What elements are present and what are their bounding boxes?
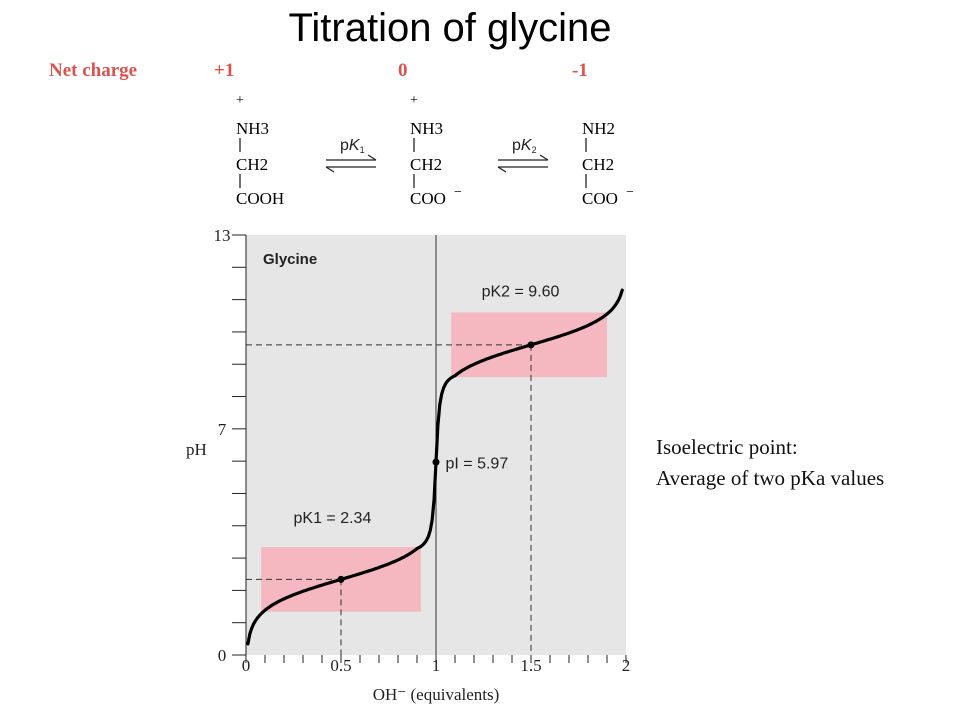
x-tick-label: 0.5 — [330, 656, 351, 675]
backbone-group: CH2 — [410, 155, 442, 174]
y-tick-label: 7 — [218, 420, 227, 439]
y-tick-label: 13 — [214, 226, 231, 245]
net-charge-row: Net charge +1 0 -1 — [0, 60, 700, 84]
amine-charge: + — [410, 93, 418, 108]
pk1-arrow-label: pK1 — [340, 137, 365, 155]
structure-zwitterion: + NH3 CH2 COO − — [410, 93, 462, 208]
backbone-group: CH2 — [582, 155, 614, 174]
x-tick-label: 0 — [242, 656, 251, 675]
pk2-arrow-label: pK2 — [512, 137, 537, 155]
x-axis-label: OH⁻ (equivalents) — [373, 685, 500, 704]
acid-charge: − — [454, 185, 462, 200]
note-line-2: Average of two pKa values — [656, 466, 885, 490]
amine-group: NH3 — [410, 119, 443, 138]
chart-title: Glycine — [263, 251, 317, 268]
amine-group: NH2 — [582, 119, 615, 138]
titration-chart: 0 7 13 0 0.5 1 1.5 2 Glycine pK1 = 2.34 pK2 = … — [186, 226, 630, 704]
key-point-1 — [337, 575, 345, 583]
structure-anion: NH2 CH2 COO − — [582, 119, 634, 208]
key-point-3 — [527, 341, 535, 349]
y-axis-label: pH — [186, 440, 207, 459]
structure-cation: + NH3 CH2 COOH — [236, 93, 284, 208]
isoelectric-note: Isoelectric point: Average of two pKa va… — [656, 432, 884, 494]
net-charge-plus1: +1 — [214, 60, 235, 81]
acid-charge: − — [626, 185, 634, 200]
note-line-1: Isoelectric point: — [656, 435, 798, 459]
amine-group: NH3 — [236, 119, 269, 138]
net-charge-label: Net charge — [49, 60, 138, 81]
x-tick-label: 1.5 — [520, 656, 541, 675]
equilibrium-arrow-1: pK1 — [325, 137, 377, 173]
backbone-group: CH2 — [236, 155, 268, 174]
acid-group: COOH — [236, 189, 284, 208]
page-title: Titration of glycine — [288, 6, 612, 50]
net-charge-zero: 0 — [398, 60, 408, 81]
y-tick-label: 0 — [218, 646, 227, 665]
acid-group: COO — [582, 189, 618, 208]
titration-curve — [246, 288, 624, 646]
key-point-2 — [432, 458, 440, 466]
pi-label: pI = 5.97 — [446, 456, 509, 473]
acid-group: COO — [410, 189, 446, 208]
equilibrium-arrow-2: pK2 — [497, 137, 549, 173]
x-tick-label: 2 — [622, 656, 631, 675]
pk2-label: pK2 = 9.60 — [482, 283, 560, 300]
net-charge-minus1: -1 — [572, 60, 588, 81]
pk1-label: pK1 = 2.34 — [294, 510, 372, 527]
x-tick-label: 1 — [432, 656, 441, 675]
amine-charge: + — [236, 93, 244, 108]
